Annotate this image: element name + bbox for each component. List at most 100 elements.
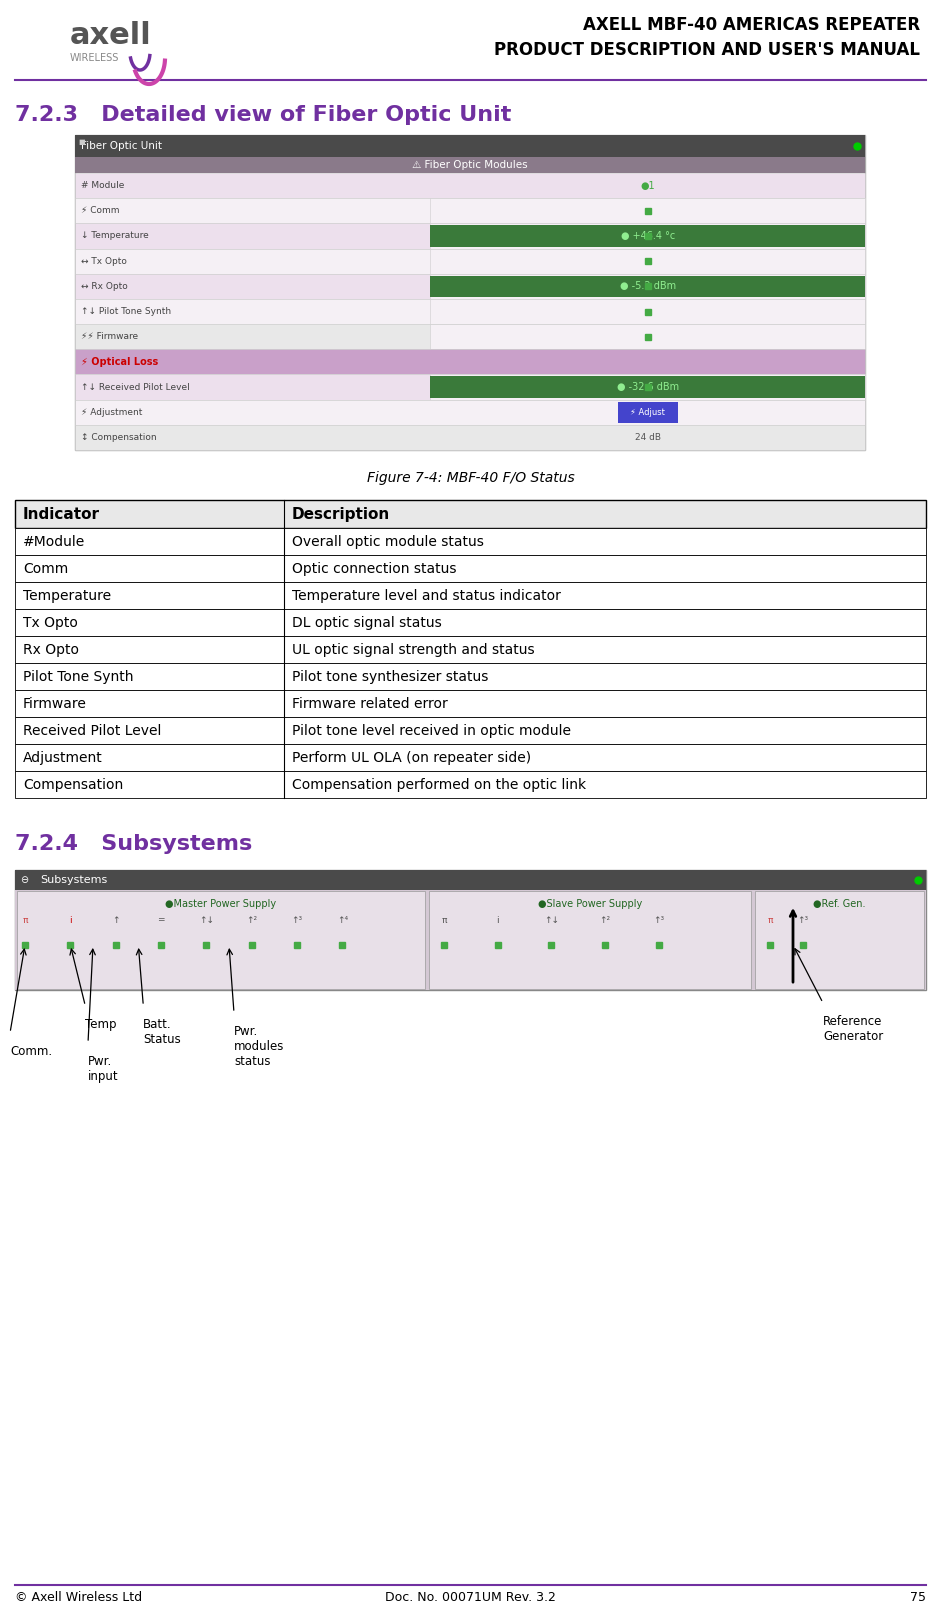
Text: Temperature: Temperature [23,589,111,602]
Text: AXELL MBF-40 AMERICAS REPEATER: AXELL MBF-40 AMERICAS REPEATER [582,16,920,34]
Text: Temp: Temp [86,1018,117,1031]
FancyBboxPatch shape [75,375,865,400]
Text: ● -5.2 dBm: ● -5.2 dBm [620,282,676,291]
FancyBboxPatch shape [430,375,865,400]
Text: Optic connection status: Optic connection status [292,562,456,575]
FancyBboxPatch shape [75,349,865,375]
Text: ↑³: ↑³ [292,916,303,924]
Text: ↔ Rx Opto: ↔ Rx Opto [81,282,128,291]
Text: ⚠ Fiber Optic Modules: ⚠ Fiber Optic Modules [412,160,528,170]
FancyBboxPatch shape [15,583,926,608]
Text: Tx Opto: Tx Opto [23,615,78,629]
Text: ↑↓: ↑↓ [544,916,559,924]
FancyBboxPatch shape [75,134,865,450]
Text: Pwr.
input: Pwr. input [88,1055,119,1082]
FancyBboxPatch shape [75,134,865,157]
Text: 7.2.3   Detailed view of Fiber Optic Unit: 7.2.3 Detailed view of Fiber Optic Unit [15,106,511,125]
Text: ↑↓ Received Pilot Level: ↑↓ Received Pilot Level [81,383,190,392]
Text: PRODUCT DESCRIPTION AND USER'S MANUAL: PRODUCT DESCRIPTION AND USER'S MANUAL [494,42,920,59]
FancyBboxPatch shape [15,636,926,663]
Text: Pwr.
modules
status: Pwr. modules status [234,1025,284,1068]
FancyBboxPatch shape [75,173,865,199]
Text: Firmware: Firmware [23,696,87,711]
Text: # Module: # Module [81,181,124,191]
Text: Batt.
Status: Batt. Status [143,1018,181,1045]
Text: ●Slave Power Supply: ●Slave Power Supply [538,900,642,909]
Text: WIRELESS: WIRELESS [70,53,120,62]
FancyBboxPatch shape [15,556,926,583]
Text: Comm: Comm [23,562,69,575]
Text: axell: axell [70,21,152,50]
FancyBboxPatch shape [430,274,865,299]
FancyBboxPatch shape [75,424,865,450]
FancyBboxPatch shape [430,226,865,247]
Text: =: = [157,916,165,924]
Text: Compensation performed on the optic link: Compensation performed on the optic link [292,778,586,791]
Text: Pilot tone synthesizer status: Pilot tone synthesizer status [292,669,488,684]
Text: Description: Description [292,506,390,522]
Text: Subsystems: Subsystems [40,876,107,885]
FancyBboxPatch shape [0,0,941,80]
Text: ⚡ Comm: ⚡ Comm [81,207,120,215]
FancyBboxPatch shape [430,376,865,397]
FancyBboxPatch shape [430,248,865,274]
Text: Rx Opto: Rx Opto [23,642,79,656]
Text: ⊖: ⊖ [20,876,28,885]
Text: Adjustment: Adjustment [23,751,103,765]
FancyBboxPatch shape [75,199,865,224]
FancyBboxPatch shape [15,608,926,636]
Text: ↔ Tx Opto: ↔ Tx Opto [81,256,127,266]
Text: Temperature level and status indicator: Temperature level and status indicator [292,589,561,602]
Text: Comm.: Comm. [10,1045,52,1058]
Text: ⚡ Adjust: ⚡ Adjust [630,408,665,416]
Text: 75: 75 [910,1590,926,1601]
Text: ↑²: ↑² [247,916,257,924]
Text: Pilot Tone Synth: Pilot Tone Synth [23,669,134,684]
FancyBboxPatch shape [617,402,678,423]
FancyBboxPatch shape [75,274,865,299]
FancyBboxPatch shape [17,892,425,989]
Text: ↑↓: ↑↓ [199,916,214,924]
Text: Overall optic module status: Overall optic module status [292,535,484,549]
FancyBboxPatch shape [75,299,865,323]
Text: π: π [767,916,773,924]
FancyBboxPatch shape [15,890,926,989]
FancyBboxPatch shape [75,157,865,173]
FancyBboxPatch shape [430,224,865,248]
Text: ● +46.4 °c: ● +46.4 °c [621,231,675,242]
Text: 24 dB: 24 dB [635,432,661,442]
FancyBboxPatch shape [15,744,926,772]
Text: #Module: #Module [23,535,86,549]
Text: ↑⁴: ↑⁴ [337,916,348,924]
Text: i: i [69,916,72,924]
Text: ⚡ Adjustment: ⚡ Adjustment [81,408,142,416]
FancyBboxPatch shape [15,717,926,744]
Text: ■: ■ [78,139,85,146]
FancyBboxPatch shape [75,224,865,248]
Text: ↕ Compensation: ↕ Compensation [81,432,156,442]
FancyBboxPatch shape [755,892,924,989]
Text: ↑²: ↑² [599,916,611,924]
Text: ●Master Power Supply: ●Master Power Supply [166,900,277,909]
Text: Firmware related error: Firmware related error [292,696,448,711]
Text: ↑↓ Pilot Tone Synth: ↑↓ Pilot Tone Synth [81,307,171,315]
FancyBboxPatch shape [430,299,865,323]
FancyBboxPatch shape [430,199,865,224]
FancyBboxPatch shape [15,690,926,717]
Text: Figure 7-4: MBF-40 F/O Status: Figure 7-4: MBF-40 F/O Status [367,471,574,485]
FancyBboxPatch shape [75,248,865,274]
Text: ↑³: ↑³ [653,916,664,924]
Text: i: i [496,916,499,924]
Text: ⚡ Optical Loss: ⚡ Optical Loss [81,357,158,367]
Text: π: π [23,916,27,924]
FancyBboxPatch shape [15,528,926,556]
Text: ↓ Temperature: ↓ Temperature [81,232,149,240]
FancyBboxPatch shape [15,869,926,989]
Text: UL optic signal strength and status: UL optic signal strength and status [292,642,534,656]
FancyBboxPatch shape [429,892,751,989]
Text: Indicator: Indicator [23,506,100,522]
Text: Received Pilot Level: Received Pilot Level [23,724,161,738]
FancyBboxPatch shape [75,323,865,349]
Text: Compensation: Compensation [23,778,123,791]
Text: Doc. No. 00071UM Rev. 3.2: Doc. No. 00071UM Rev. 3.2 [385,1590,556,1601]
